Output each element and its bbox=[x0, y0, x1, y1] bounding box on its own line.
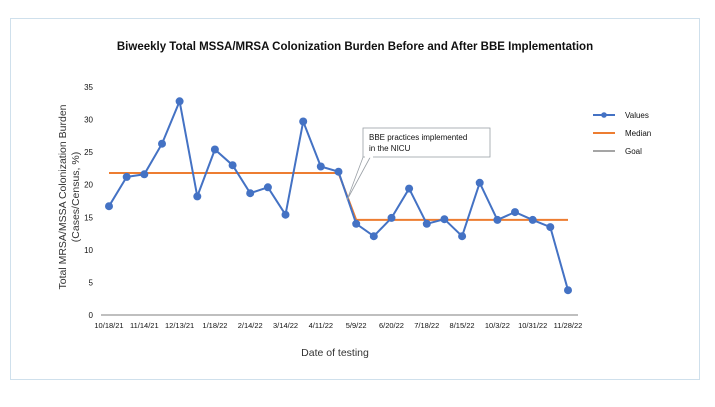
y-axis-label: Total MRSA/MSSA Colonization Burden (Cas… bbox=[57, 104, 82, 289]
data-point bbox=[140, 170, 149, 179]
x-tick-label: 2/14/22 bbox=[238, 321, 263, 330]
data-point bbox=[158, 139, 166, 148]
x-tick-label: 3/14/22 bbox=[273, 321, 298, 330]
y-tick-label: 30 bbox=[84, 116, 93, 125]
data-point bbox=[493, 215, 502, 224]
data-point bbox=[546, 223, 555, 232]
median-series bbox=[109, 172, 568, 221]
x-tick-label: 12/13/21 bbox=[165, 321, 194, 330]
legend-item-values: Values bbox=[593, 111, 649, 120]
data-point bbox=[511, 208, 519, 217]
legend-item-goal: Goal bbox=[593, 147, 642, 156]
x-tick-label: 10/3/22 bbox=[485, 321, 510, 330]
data-point bbox=[422, 219, 431, 228]
callout-text-line1: BBE practices implemented bbox=[369, 133, 467, 142]
legend: Values Median Goal bbox=[593, 111, 651, 156]
data-point bbox=[405, 184, 414, 193]
data-point bbox=[387, 213, 396, 222]
legend-label-median: Median bbox=[625, 129, 651, 138]
data-point bbox=[369, 232, 378, 241]
data-point bbox=[299, 117, 308, 126]
data-point bbox=[475, 178, 484, 187]
x-tick-label: 11/14/21 bbox=[130, 321, 159, 330]
x-tick-label: 4/11/22 bbox=[309, 321, 333, 330]
y-tick-label: 0 bbox=[89, 311, 94, 320]
x-tick-label: 11/28/22 bbox=[554, 321, 583, 330]
data-point bbox=[210, 145, 219, 154]
x-tick-label: 7/18/22 bbox=[414, 321, 439, 330]
legend-label-values: Values bbox=[625, 111, 649, 120]
data-point bbox=[246, 189, 255, 198]
values-line bbox=[108, 97, 569, 291]
data-point bbox=[175, 97, 184, 106]
callout-box bbox=[362, 127, 491, 158]
data-point bbox=[263, 183, 272, 192]
data-point bbox=[528, 215, 537, 224]
callout-pointer bbox=[346, 151, 374, 201]
y-tick-label: 15 bbox=[84, 213, 93, 222]
data-point bbox=[228, 161, 237, 170]
x-tick-label: 1/18/22 bbox=[202, 321, 227, 330]
x-tick-label: 8/15/22 bbox=[450, 321, 475, 330]
y-tick-labels: 0 5 10 15 20 25 30 35 bbox=[84, 83, 93, 320]
data-point bbox=[564, 286, 572, 295]
x-tick-label: 10/31/22 bbox=[518, 321, 547, 330]
y-axis-label-line2: (Cases/Census, %) bbox=[70, 152, 82, 242]
data-point bbox=[193, 192, 202, 201]
y-axis-label-line1: Total MRSA/MSSA Colonization Burden bbox=[57, 104, 69, 289]
data-point bbox=[281, 210, 290, 219]
x-tick-labels: 10/18/21 11/14/21 12/13/21 1/18/22 2/14/22 3/… bbox=[94, 321, 582, 330]
data-point bbox=[458, 232, 467, 241]
median-line bbox=[109, 172, 568, 221]
callout-text-line2: in the NICU bbox=[369, 144, 411, 153]
y-tick-label: 25 bbox=[84, 148, 93, 157]
data-point bbox=[440, 215, 449, 224]
y-tick-label: 5 bbox=[89, 278, 94, 287]
data-point bbox=[105, 202, 113, 211]
data-point bbox=[334, 167, 343, 176]
callout: BBE practices implemented in the NICU bbox=[346, 127, 491, 201]
y-tick-label: 35 bbox=[84, 83, 93, 92]
chart-title: Biweekly Total MSSA/MRSA Colonization Bu… bbox=[117, 41, 593, 53]
values-series bbox=[105, 97, 572, 295]
data-point bbox=[122, 172, 131, 181]
data-point bbox=[316, 162, 325, 171]
chart-frame: Biweekly Total MSSA/MRSA Colonization Bu… bbox=[10, 18, 700, 380]
y-tick-label: 10 bbox=[84, 246, 93, 255]
legend-item-median: Median bbox=[593, 129, 651, 138]
data-point bbox=[352, 219, 361, 228]
legend-label-goal: Goal bbox=[625, 147, 642, 156]
line-chart: Biweekly Total MSSA/MRSA Colonization Bu… bbox=[57, 41, 651, 359]
x-tick-label: 6/20/22 bbox=[379, 321, 404, 330]
x-tick-label: 5/9/22 bbox=[346, 321, 367, 330]
x-tick-label: 10/18/21 bbox=[94, 321, 123, 330]
y-tick-label: 20 bbox=[84, 181, 93, 190]
x-axis-label: Date of testing bbox=[301, 347, 369, 359]
